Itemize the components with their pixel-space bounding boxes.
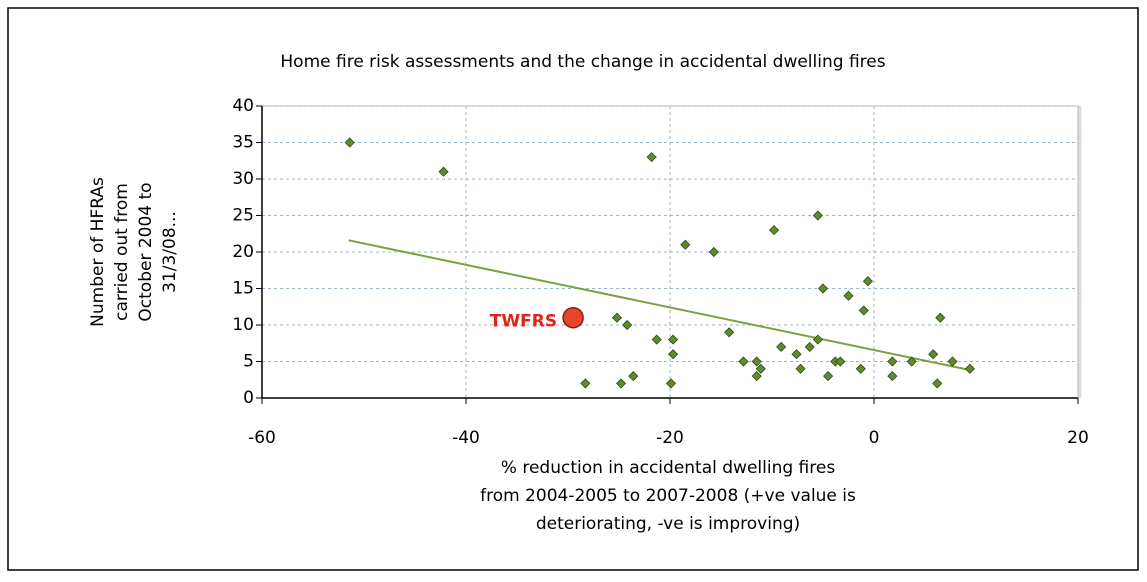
- point: [755, 363, 766, 374]
- x-axis-label: from 2004-2005 to 2007-2008 (+ve value i…: [480, 486, 856, 506]
- y-tick-label: 35: [232, 133, 254, 153]
- point: [862, 276, 873, 287]
- point: [964, 363, 975, 374]
- x-axis-label: deteriorating, -ve is improving): [536, 514, 800, 534]
- point: [628, 371, 639, 382]
- point: [680, 239, 691, 250]
- point: [823, 371, 834, 382]
- point: [667, 349, 679, 360]
- point: [887, 371, 898, 382]
- point: [791, 349, 802, 360]
- chart-title: Home fire risk assessments and the chang…: [280, 52, 885, 72]
- point: [804, 341, 815, 352]
- point: [738, 356, 749, 367]
- point: [580, 378, 591, 389]
- point: [438, 166, 449, 177]
- x-tick-label: -40: [452, 428, 480, 448]
- point: [817, 283, 829, 294]
- point: [665, 378, 677, 389]
- point: [858, 305, 869, 316]
- x-tick-label: -20: [656, 428, 684, 448]
- y-tick-label: 25: [232, 206, 254, 226]
- y-axis-label: October 2004 to: [136, 182, 156, 321]
- y-tick-label: 20: [232, 242, 254, 262]
- point: [611, 312, 623, 323]
- x-tick-label: -60: [248, 428, 276, 448]
- y-axis-label: 31/3/08...: [160, 211, 180, 293]
- point: [751, 356, 762, 367]
- point: [855, 363, 866, 374]
- point: [344, 137, 355, 148]
- point: [667, 334, 679, 345]
- point: [776, 341, 787, 352]
- y-axis-label: Number of HFRAs: [88, 177, 108, 327]
- point: [935, 312, 946, 323]
- y-tick-label: 0: [243, 388, 254, 408]
- point: [795, 363, 806, 374]
- point: [928, 349, 939, 360]
- point: [768, 225, 780, 236]
- y-tick-label: 15: [232, 279, 254, 299]
- y-tick-label: 30: [232, 169, 254, 189]
- point: [932, 378, 943, 389]
- highlight-point: [562, 306, 584, 329]
- point: [651, 334, 662, 345]
- trend-line: [348, 239, 972, 372]
- point: [835, 356, 846, 367]
- x-axis-label: % reduction in accidental dwelling fires: [501, 458, 836, 478]
- point: [724, 327, 735, 338]
- point: [906, 356, 917, 367]
- x-tick-label: 0: [869, 428, 880, 448]
- y-tick-label: 5: [243, 352, 254, 372]
- point: [947, 356, 958, 367]
- y-tick-label: 40: [232, 96, 254, 116]
- point: [615, 378, 627, 389]
- y-tick-label: 10: [232, 315, 254, 335]
- x-tick-label: 20: [1067, 428, 1089, 448]
- point: [812, 334, 823, 345]
- point: [646, 152, 657, 163]
- point: [622, 319, 633, 331]
- point: [812, 210, 823, 221]
- highlight-label: TWFRS: [490, 312, 557, 332]
- point: [708, 246, 719, 258]
- point: [843, 290, 854, 301]
- y-axis-label: carried out from: [112, 183, 132, 321]
- point: [751, 371, 762, 382]
- point: [887, 356, 898, 367]
